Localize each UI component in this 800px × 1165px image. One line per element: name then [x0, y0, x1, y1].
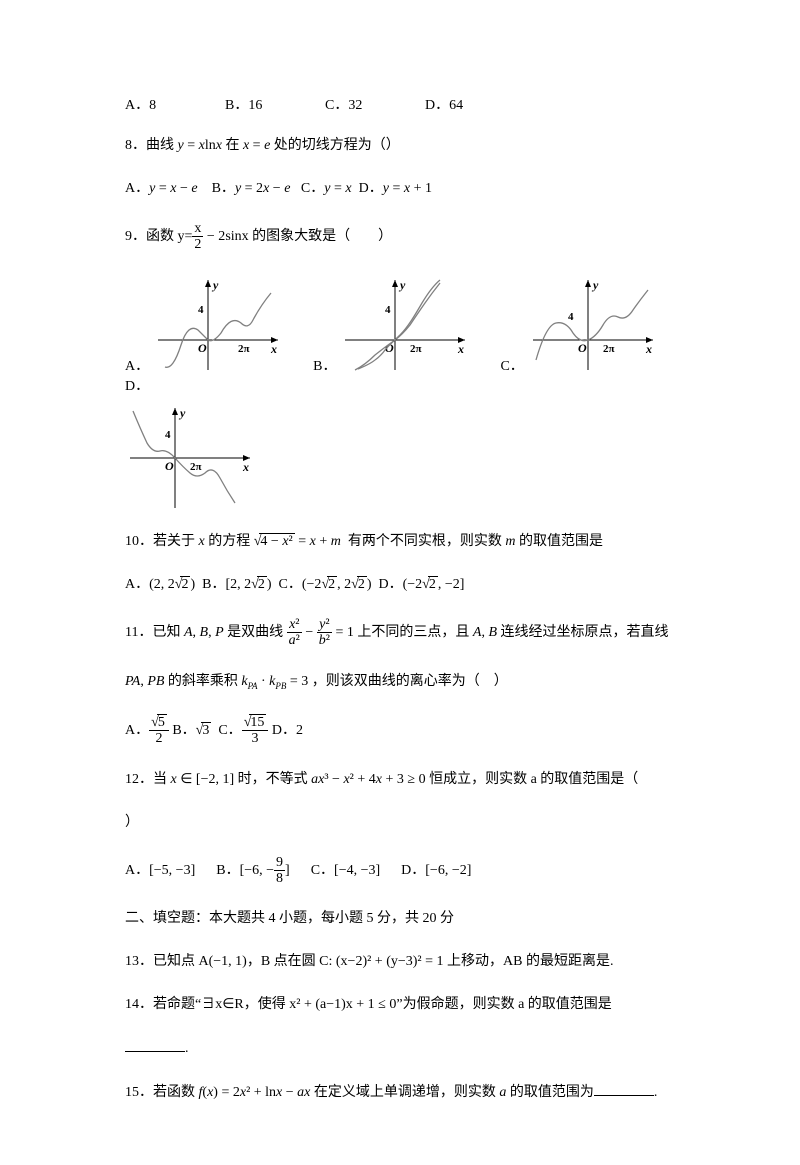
- q9-graph-b: y x O 4 2π: [340, 275, 470, 375]
- section2-heading: 二、填空题：本大题共 4 小题，每小题 5 分，共 20 分: [125, 908, 690, 929]
- svg-text:x: x: [242, 460, 249, 474]
- svg-text:4: 4: [385, 304, 391, 316]
- svg-text:2π: 2π: [603, 343, 615, 355]
- svg-text:y: y: [211, 278, 219, 292]
- svg-text:2π: 2π: [190, 461, 202, 473]
- svg-text:x: x: [270, 342, 277, 356]
- q15: 15．若函数 f(x) = 2x² + lnx − ax 在定义域上单调递增，则…: [125, 1081, 690, 1103]
- q7-options: A．8 B．16 C．32 D．64: [125, 95, 690, 113]
- svg-text:2π: 2π: [410, 343, 422, 355]
- svg-text:O: O: [578, 341, 587, 355]
- q9-stem-post: − 2sinx 的图象大致是（ ）: [203, 229, 392, 244]
- q8-options: A．y = x − e B．y = 2x − e C．y = x D．y = x…: [125, 178, 690, 199]
- q10-stem: 10．若关于 x 的方程 √4 − x² = x + m 有两个不同实根，则实数…: [125, 531, 690, 552]
- q9-stem-pre: 9．函数 y=: [125, 229, 192, 244]
- q15-blank: [594, 1081, 654, 1096]
- svg-text:y: y: [591, 278, 599, 292]
- q7-opt-d: D．64: [425, 95, 463, 116]
- svg-text:O: O: [198, 341, 207, 355]
- q9-label-b: B．: [313, 355, 336, 375]
- q9-label-d: D．: [125, 375, 149, 395]
- q14a: 14．若命题“∃x∈R，使得 x² + (a−1)x + 1 ≤ 0”为假命题，…: [125, 994, 690, 1015]
- q9-graph-a: y x O 4 2π: [153, 275, 283, 375]
- q9-graph-c: y x O 4 2π: [528, 275, 658, 375]
- svg-text:2π: 2π: [238, 343, 250, 355]
- svg-text:x: x: [457, 342, 464, 356]
- q9-graph-d: y x O 4 2π: [125, 403, 255, 513]
- svg-text:x: x: [645, 342, 652, 356]
- q9-label-c: C．: [500, 355, 523, 375]
- svg-text:y: y: [178, 406, 186, 420]
- svg-text:4: 4: [568, 311, 574, 323]
- q11-options: A．√52 B．√3 C．√153 D．2: [125, 715, 690, 747]
- q7-opt-c: C．32: [325, 95, 362, 116]
- q7-opt-b: B．16: [225, 95, 262, 116]
- q11-stem2: PA, PB 的斜率乘积 kPA · kPB = 3 ，则该双曲线的离心率为（ …: [125, 671, 690, 693]
- q12-paren: ）: [125, 812, 690, 833]
- q12-options: A．[−5, −3] B．[−6, −98] C．[−4, −3] D．[−6,…: [125, 855, 690, 887]
- q14-blank: [125, 1037, 185, 1052]
- q9-stem: 9．函数 y=x2 − 2sinx 的图象大致是（ ）: [125, 221, 690, 253]
- svg-text:y: y: [398, 278, 406, 292]
- q7-opt-a: A．8: [125, 95, 156, 116]
- q13: 13．已知点 A(−1, 1)，B 点在圆 C: (x−2)² + (y−3)²…: [125, 951, 690, 972]
- q9-frac-n: x: [192, 221, 203, 237]
- q9-label-a: A．: [125, 355, 149, 375]
- q10-options: A．(2, 2√2) B．[2, 2√2) C．(−2√2, 2√2) D．(−…: [125, 574, 690, 595]
- q9-graphs-row1: A． y x O 4 2π B． y x O 4 2π: [125, 275, 690, 395]
- q14-period: .: [185, 1041, 189, 1056]
- q12-stem: 12．当 x ∈ [−2, 1] 时，不等式 ax³ − x² + 4x + 3…: [125, 769, 690, 790]
- q9-frac-d: 2: [192, 237, 203, 252]
- svg-text:4: 4: [198, 304, 204, 316]
- q8-stem: 8．曲线 y = xlnx 在 x = e 处的切线方程为（）: [125, 135, 690, 156]
- svg-text:O: O: [165, 459, 174, 473]
- svg-text:4: 4: [165, 429, 171, 441]
- q9-graphs-row2: y x O 4 2π: [125, 403, 690, 513]
- q11-stem1: 11．已知 A, B, P 是双曲线 x²a² − y²b² = 1 上不同的三…: [125, 617, 690, 649]
- q14b: .: [125, 1037, 690, 1059]
